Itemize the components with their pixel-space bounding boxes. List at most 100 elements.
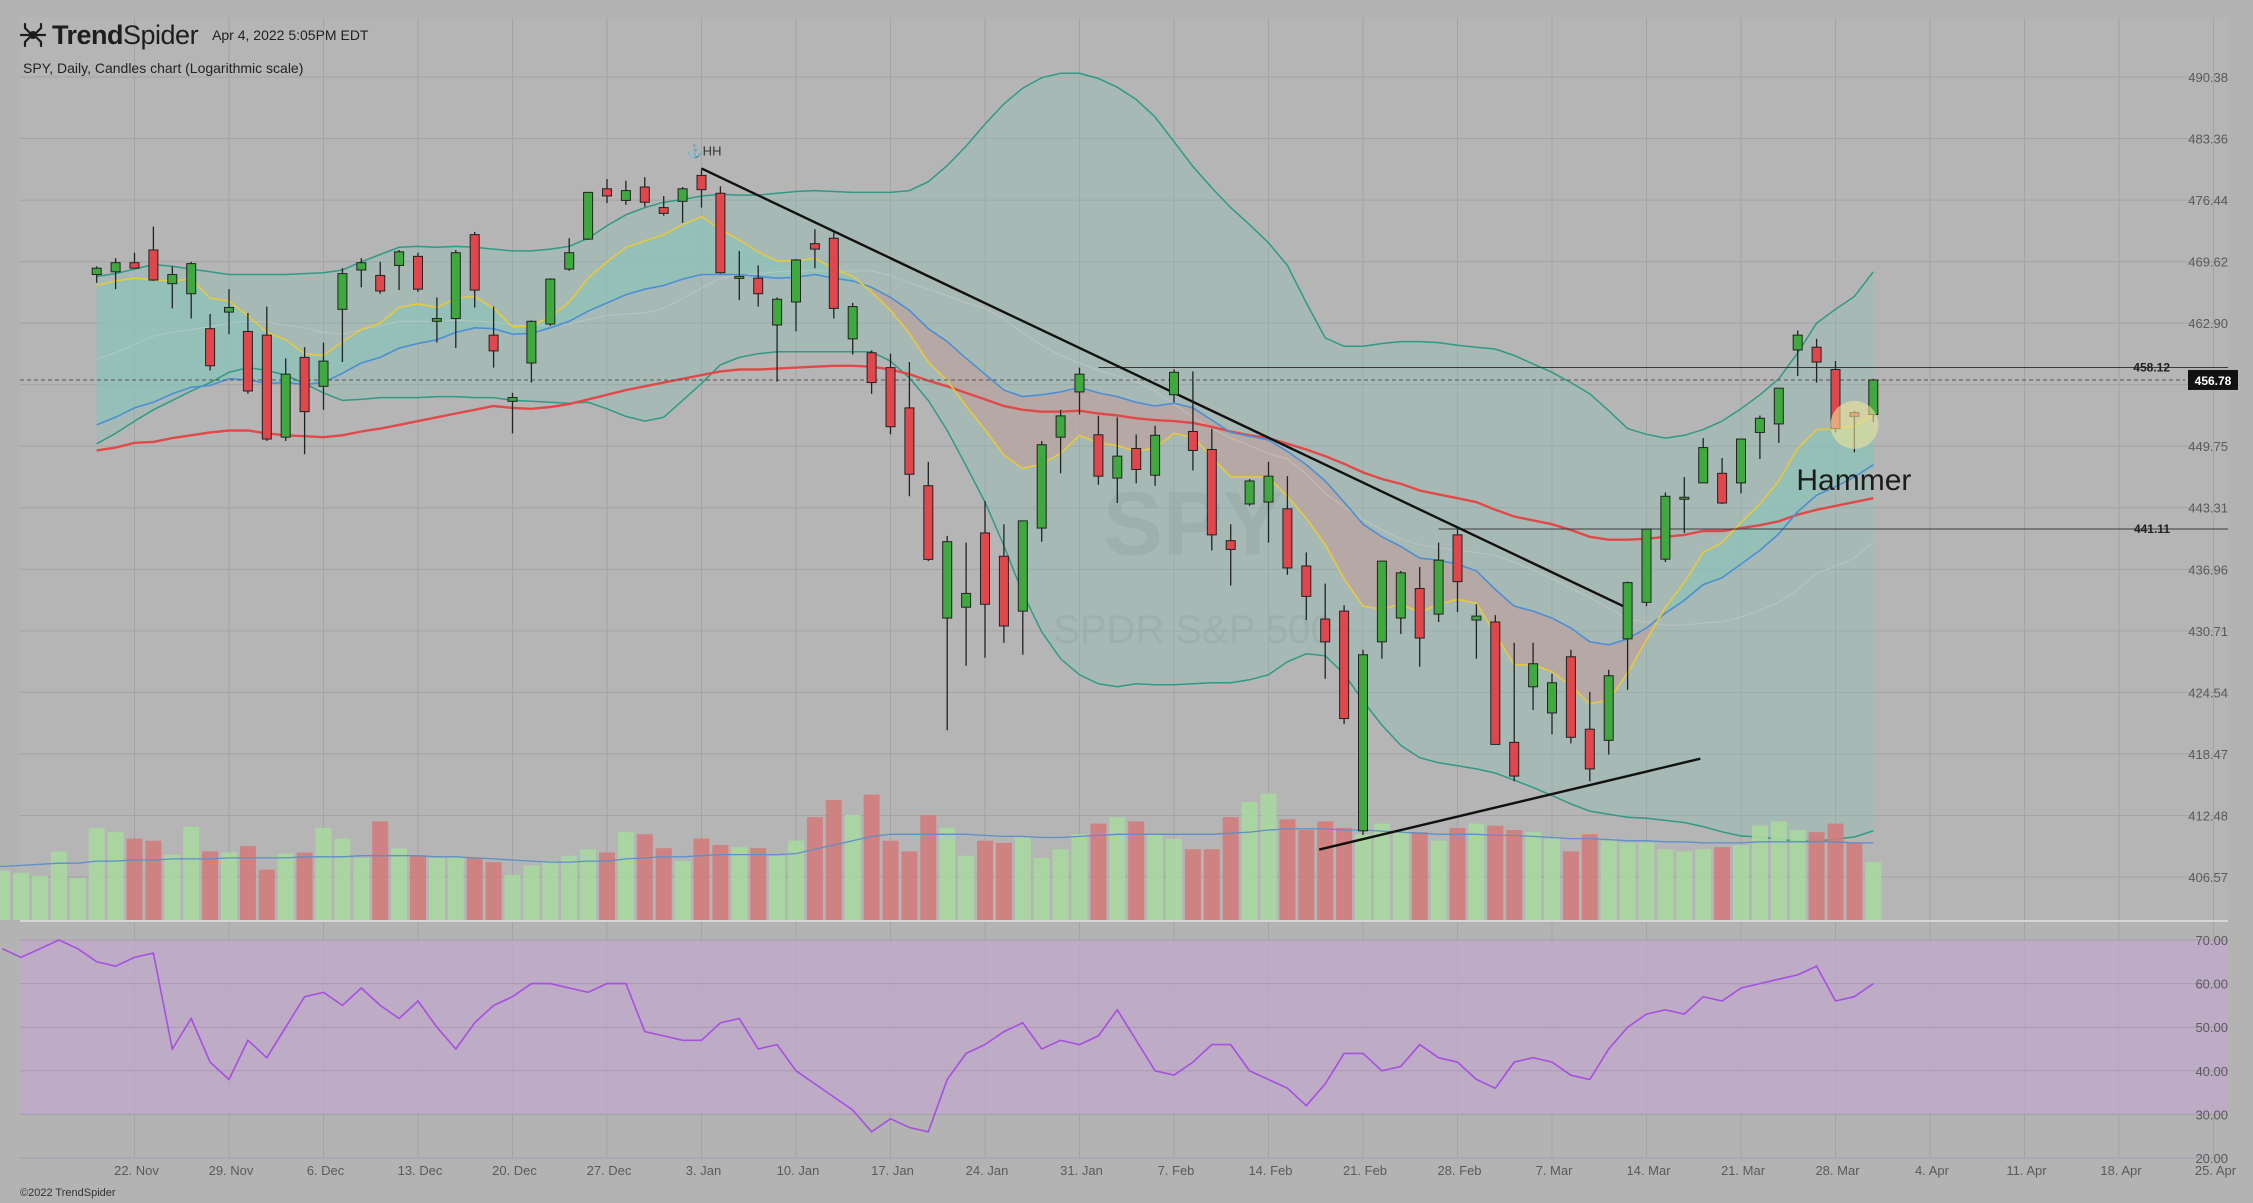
date-tick-label[interactable]: 28. Mar — [1815, 1163, 1860, 1178]
date-tick-label[interactable]: 21. Mar — [1721, 1163, 1766, 1178]
hammer-label[interactable]: Hammer — [1796, 464, 1911, 497]
candle[interactable] — [1736, 438, 1746, 494]
candle[interactable] — [1414, 566, 1425, 667]
date-tick-label[interactable]: 31. Jan — [1060, 1163, 1103, 1178]
candle[interactable] — [1301, 552, 1312, 621]
price-tick-label[interactable]: 436.96 — [2188, 562, 2228, 577]
trendline[interactable] — [700, 167, 1629, 610]
candle[interactable] — [1584, 691, 1595, 782]
candle[interactable] — [110, 258, 121, 290]
date-tick-label[interactable]: 3. Jan — [686, 1163, 721, 1178]
candle[interactable] — [526, 320, 537, 383]
price-tick-label[interactable]: 418.47 — [2188, 747, 2228, 762]
candle[interactable] — [507, 392, 518, 434]
date-tick-label[interactable]: 24. Jan — [966, 1163, 1009, 1178]
price-axis[interactable]: 490.38 483.36 476.44 469.62 462.90 449.75 443.… — [2188, 70, 2228, 885]
candle[interactable] — [1206, 428, 1217, 551]
candle[interactable] — [1509, 642, 1520, 782]
candle[interactable] — [602, 178, 612, 204]
candle[interactable] — [1433, 542, 1444, 623]
candle[interactable] — [564, 238, 575, 271]
trendlines[interactable] — [700, 167, 1701, 851]
candle[interactable] — [1622, 581, 1633, 690]
price-tick-label[interactable]: 412.48 — [2188, 808, 2228, 823]
candle[interactable] — [658, 195, 669, 216]
candle[interactable] — [1547, 673, 1557, 735]
date-tick-label[interactable]: 13. Dec — [398, 1163, 443, 1178]
candle[interactable] — [1679, 477, 1690, 533]
candle[interactable] — [866, 350, 877, 394]
price-tick-label[interactable]: 469.62 — [2188, 255, 2228, 270]
candle[interactable] — [242, 313, 253, 394]
candle[interactable] — [1112, 417, 1123, 504]
candle[interactable] — [1320, 583, 1331, 679]
candle[interactable] — [186, 261, 197, 319]
candle[interactable] — [998, 524, 1009, 643]
candle[interactable] — [337, 268, 348, 363]
candle[interactable] — [1773, 387, 1784, 443]
horizontal-levels[interactable]: 458.12 441.11 456.78 — [20, 360, 2238, 536]
date-tick-label[interactable]: 4. Apr — [1915, 1163, 1950, 1178]
date-tick-label[interactable]: 17. Jan — [871, 1163, 914, 1178]
date-tick-label[interactable]: 6. Dec — [307, 1163, 345, 1178]
candle[interactable] — [318, 342, 329, 410]
candle[interactable] — [1717, 458, 1728, 504]
candle[interactable] — [847, 302, 858, 355]
candle[interactable] — [1036, 440, 1047, 542]
candle[interactable] — [1452, 529, 1463, 613]
candle[interactable] — [1074, 367, 1085, 415]
price-tick-label[interactable]: 462.90 — [2188, 316, 2228, 331]
price-tick-label[interactable]: 443.31 — [2188, 501, 2228, 516]
candle[interactable] — [1093, 415, 1104, 485]
price-tick-label[interactable]: 406.57 — [2188, 870, 2228, 885]
candle[interactable] — [1660, 492, 1671, 563]
candle[interactable] — [1225, 524, 1236, 586]
date-axis[interactable]: 22. Nov 29. Nov 6. Dec 13. Dec 20. Dec 27. De… — [114, 1163, 2253, 1178]
candle[interactable] — [1263, 461, 1274, 543]
candle[interactable] — [904, 362, 915, 497]
candle[interactable] — [1131, 434, 1142, 484]
candle[interactable] — [450, 249, 461, 349]
candle[interactable] — [356, 258, 367, 288]
candle[interactable] — [375, 261, 386, 294]
price-tick-label[interactable]: 430.71 — [2188, 624, 2228, 639]
price-tick-label[interactable]: 476.44 — [2188, 193, 2228, 208]
date-tick-label[interactable]: 10. Jan — [777, 1163, 820, 1178]
candle[interactable] — [1754, 415, 1765, 460]
candle[interactable] — [1490, 615, 1501, 745]
candle[interactable] — [1698, 438, 1709, 484]
date-tick-label[interactable]: 28. Feb — [1437, 1163, 1481, 1178]
candle[interactable] — [1471, 604, 1482, 659]
candle[interactable] — [1603, 669, 1614, 755]
candle[interactable] — [224, 289, 234, 335]
candle[interactable] — [1282, 476, 1293, 575]
candle[interactable] — [261, 306, 272, 441]
candles[interactable] — [91, 168, 1879, 835]
higher-high-label[interactable]: ⚓HH — [687, 144, 722, 159]
candle[interactable] — [583, 191, 594, 241]
candle[interactable] — [1565, 649, 1576, 744]
date-tick-label[interactable]: 14. Mar — [1626, 1163, 1671, 1178]
candle[interactable] — [394, 249, 405, 291]
candle[interactable] — [1017, 520, 1028, 655]
annotations[interactable]: ⚓HH Hammer — [687, 144, 1912, 497]
candle[interactable] — [980, 501, 990, 658]
candle[interactable] — [1339, 605, 1350, 725]
candle[interactable] — [280, 358, 291, 441]
candle[interactable] — [1395, 570, 1406, 634]
candle[interactable] — [753, 265, 764, 307]
date-tick-label[interactable]: 21. Feb — [1343, 1163, 1387, 1178]
candle[interactable] — [923, 461, 934, 562]
candle[interactable] — [620, 180, 631, 205]
candle[interactable] — [791, 259, 801, 332]
candle[interactable] — [148, 226, 159, 281]
candle[interactable] — [942, 535, 953, 731]
date-tick-label[interactable]: 7. Mar — [1536, 1163, 1574, 1178]
candle[interactable] — [488, 306, 499, 368]
price-tick-label[interactable]: 483.36 — [2188, 132, 2228, 147]
app-logo-text[interactable]: TrendSpider — [52, 20, 199, 51]
candle[interactable] — [809, 229, 820, 269]
candle[interactable] — [1811, 338, 1822, 383]
date-tick-label[interactable]: 14. Feb — [1248, 1163, 1292, 1178]
